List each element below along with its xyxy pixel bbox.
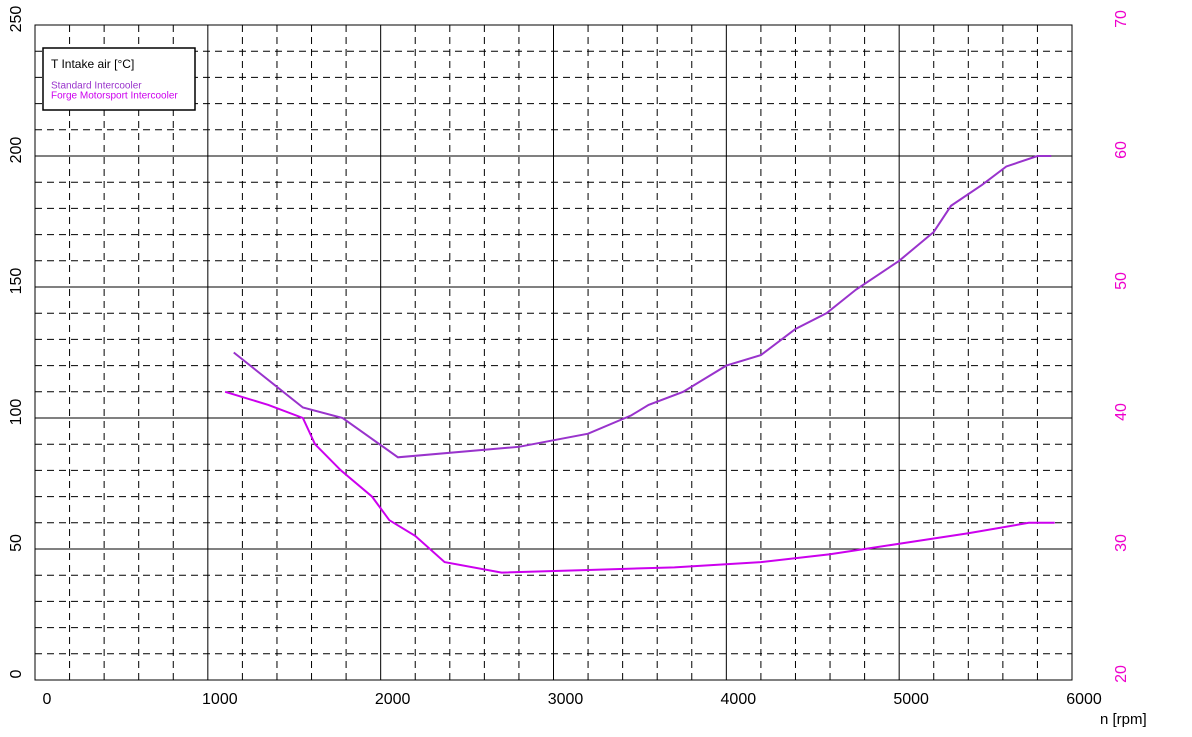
x-tick-label: 4000 [721, 691, 757, 708]
y-tick-label: 150 [8, 268, 25, 295]
y-tick-label: 0 [8, 669, 25, 678]
x-tick-label: 2000 [375, 691, 411, 708]
y2-tick-label: 70 [1113, 10, 1130, 28]
y-tick-label: 200 [8, 137, 25, 164]
series-line [224, 390, 1055, 574]
legend-label: Forge Motorsport Intercooler [51, 91, 178, 102]
grid [34, 24, 1073, 681]
legend-title: T Intake air [°C] [51, 57, 134, 71]
x-tick-label: 3000 [548, 691, 584, 708]
x-tick-label: 0 [43, 691, 52, 708]
legend-box [42, 47, 196, 111]
y2-tick-label: 20 [1113, 665, 1130, 683]
y-tick-label: 50 [8, 534, 25, 552]
y2-tick-label: 30 [1113, 534, 1130, 552]
y-tick-label: 250 [8, 6, 25, 33]
x-tick-label: 5000 [893, 691, 929, 708]
y2-tick-label: 50 [1113, 272, 1130, 290]
legend-label: Standard Intercooler [51, 81, 142, 92]
y2-tick-label: 60 [1113, 141, 1130, 159]
series-line [233, 155, 1052, 459]
x-axis-label: n [rpm] [1100, 711, 1147, 728]
y-tick-label: 100 [8, 399, 25, 426]
x-tick-label: 1000 [202, 691, 238, 708]
y2-tick-label: 40 [1113, 403, 1130, 421]
x-tick-label: 6000 [1066, 691, 1102, 708]
lines [224, 155, 1055, 574]
